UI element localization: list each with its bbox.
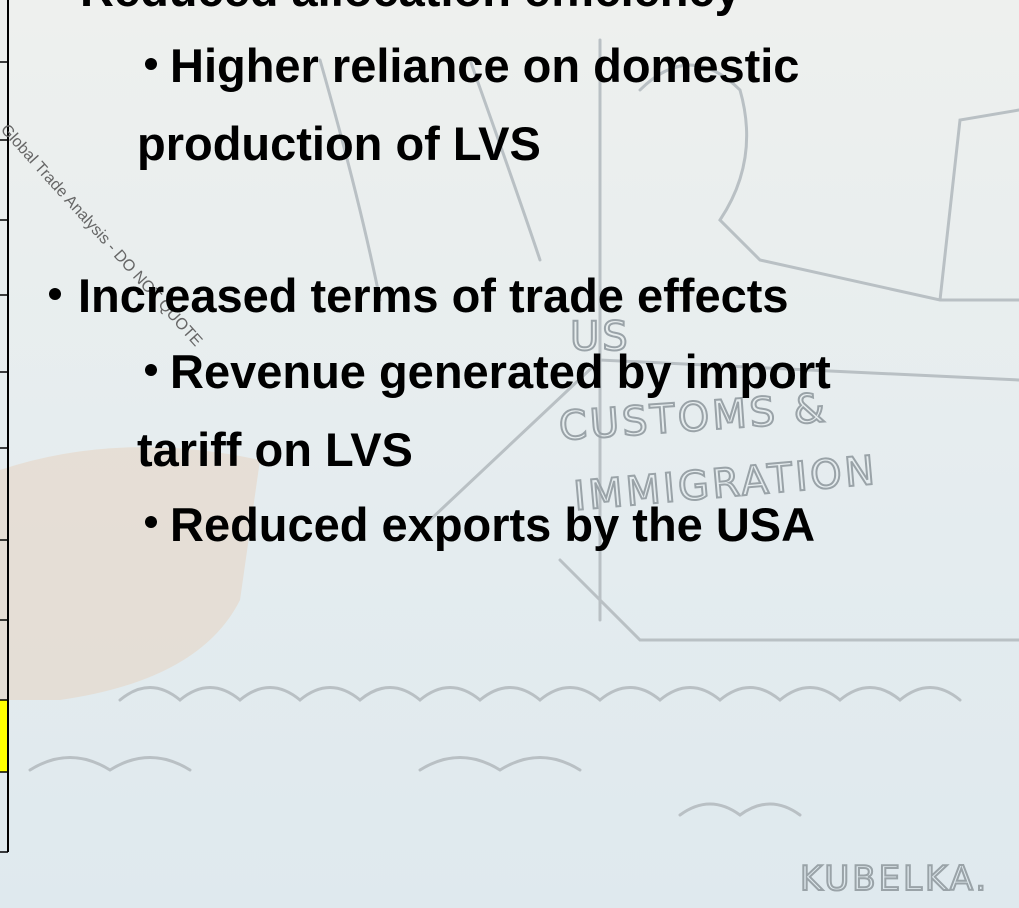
heading: Reduced allocation efficiency xyxy=(80,0,741,16)
bullet-text: production of LVS xyxy=(137,117,541,170)
bullet-text: Higher reliance on domestic xyxy=(170,39,799,92)
bullet-text: Reduced exports by the USA xyxy=(170,498,815,551)
page: {"slide": { "heading": "Reduced allocati… xyxy=(0,0,1019,908)
bullet-text: tariff on LVS xyxy=(137,423,413,476)
highlight-cell xyxy=(0,700,8,772)
bullet xyxy=(145,364,157,376)
signature: KUBELKA. xyxy=(800,859,989,899)
bullet xyxy=(145,516,157,528)
bullet-text: Increased terms of trade effects xyxy=(78,269,789,322)
bullet-text: Revenue generated by import xyxy=(170,345,831,398)
slide: US CUSTOMS & IMMIGRATION KUBELKA. Global… xyxy=(0,0,1019,908)
bullet xyxy=(145,58,157,70)
bullet xyxy=(49,288,61,300)
